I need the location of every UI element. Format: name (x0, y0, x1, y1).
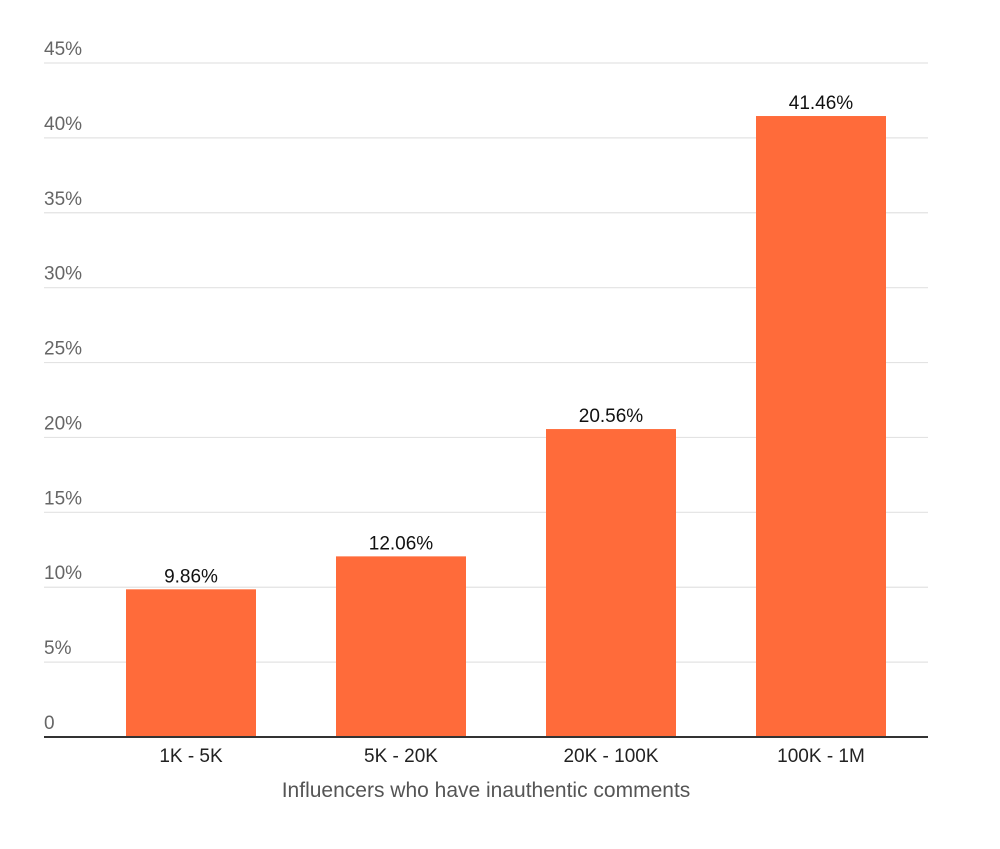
bars (126, 116, 886, 737)
y-tick-label: 40% (44, 114, 82, 135)
y-tick-label: 5% (44, 638, 72, 659)
x-category-label: 5K - 20K (364, 746, 438, 767)
y-tick-label: 10% (44, 563, 82, 584)
bar (126, 589, 256, 737)
x-category-label: 20K - 100K (563, 746, 658, 767)
bar-value-label: 12.06% (369, 533, 434, 554)
gridlines (44, 62, 928, 663)
x-category-label: 1K - 5K (159, 746, 223, 767)
y-tick-label: 45% (44, 39, 82, 60)
y-tick-label: 20% (44, 413, 82, 434)
bar-value-label: 9.86% (164, 566, 218, 587)
bar (336, 556, 466, 737)
x-axis-title: Influencers who have inauthentic comment… (282, 779, 691, 802)
bar (546, 429, 676, 737)
y-tick-label: 25% (44, 339, 82, 360)
x-axis-category-labels: 1K - 5K 5K - 20K 20K - 100K 100K - 1M (159, 746, 865, 767)
y-tick-label: 15% (44, 488, 82, 509)
y-tick-label: 0 (44, 713, 55, 734)
bar-value-label: 20.56% (579, 406, 644, 427)
y-tick-label: 35% (44, 189, 82, 210)
x-category-label: 100K - 1M (777, 746, 865, 767)
bar-value-labels: 9.86% 12.06% 20.56% 41.46% (164, 93, 853, 587)
bar (756, 116, 886, 737)
bar-value-label: 41.46% (789, 93, 854, 114)
y-tick-label: 30% (44, 264, 82, 285)
y-axis-tick-labels: 0 5% 10% 15% 20% 25% 30% 35% 40% 45% (44, 39, 82, 734)
